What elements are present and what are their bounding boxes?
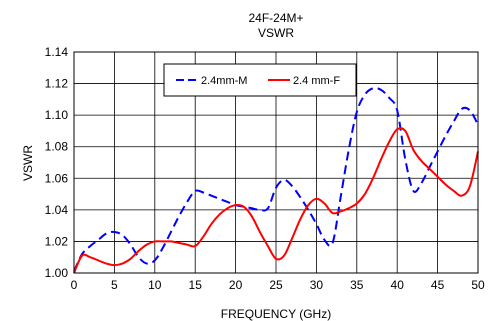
x-tick-label: 0 [71,278,78,292]
x-axis-label: FREQUENCY (GHz) [221,307,331,321]
y-tick-label: 1.02 [45,234,69,248]
y-tick-label: 1.00 [45,266,69,280]
y-tick-label: 1.04 [45,203,69,217]
x-tick-label: 20 [229,278,243,292]
y-tick-label: 1.14 [45,45,69,59]
legend-label-f: 2.4 mm-F [293,75,340,87]
x-tick-label: 10 [148,278,162,292]
series-layer [73,87,479,274]
x-tick-label: 5 [111,278,118,292]
x-tick-label: 40 [391,278,405,292]
chart-title: 24F-24M+ [248,11,303,25]
plot-frame [73,51,479,274]
legend: 2.4mm-M 2.4 mm-F [163,63,357,97]
chart-subtitle: VSWR [258,26,294,40]
series-line-2-4mm-f [73,127,479,274]
x-tick-label: 35 [350,278,364,292]
y-tick-label: 1.08 [45,140,69,154]
y-axis-ticks: 1.00 1.02 1.04 1.06 1.08 1.10 1.12 1.14 [45,45,69,280]
y-tick-label: 1.10 [45,108,69,122]
legend-label-m: 2.4mm-M [201,75,247,87]
series-line-2-4mm-m [73,87,479,272]
x-tick-label: 15 [189,278,203,292]
x-tick-label: 30 [310,278,324,292]
x-tick-label: 25 [269,278,283,292]
x-axis-ticks: 0 5 10 15 20 25 30 35 40 45 50 [71,278,485,292]
y-tick-label: 1.12 [45,77,69,91]
x-tick-label: 45 [431,278,445,292]
y-axis-label: VSWR [21,145,35,181]
y-tick-label: 1.06 [45,171,69,185]
x-tick-label: 50 [471,278,485,292]
